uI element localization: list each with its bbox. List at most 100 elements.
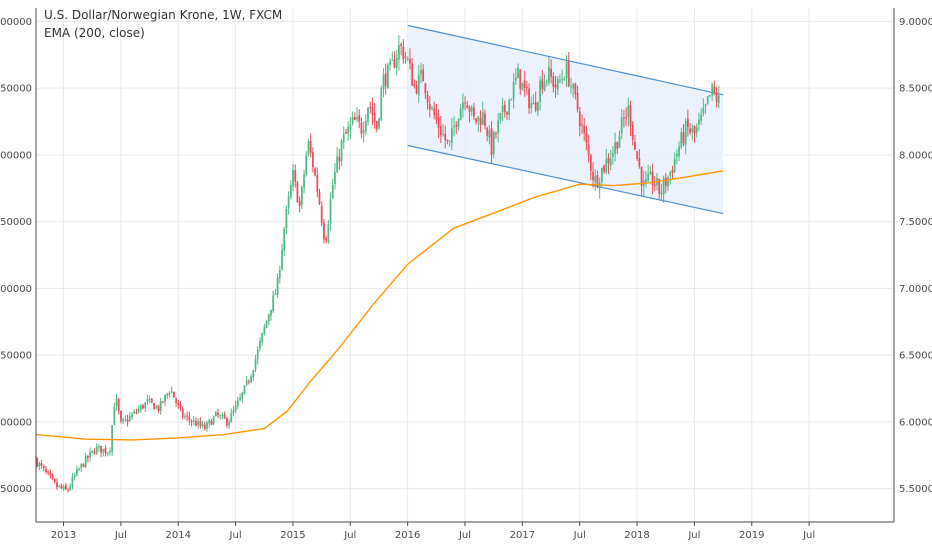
candle [201,420,204,429]
candle [574,82,577,100]
candle [236,397,239,410]
candle [360,117,363,139]
candle [541,69,544,94]
candle [336,146,339,174]
candle [409,48,411,70]
y-tick-label-left: 6.50000 [0,351,32,362]
candle [296,180,299,203]
candle [459,104,462,121]
candle [510,98,513,101]
candle [550,59,553,84]
candle [223,411,226,419]
candle [446,139,449,145]
candle [49,469,52,479]
candle [186,411,189,422]
candle [316,167,319,198]
candle [506,111,508,121]
candle [490,121,493,163]
candle [345,129,347,135]
candle [155,405,158,410]
candle [166,392,169,399]
candle [382,68,385,98]
candle [384,63,387,95]
candle [479,110,482,133]
candle [89,447,91,462]
candle [636,150,639,161]
candle [519,68,522,95]
candle [530,96,533,114]
candle [592,162,594,188]
candle [334,163,336,190]
candle [548,56,550,86]
channel-fill [407,25,724,214]
indicator-label: EMA (200, close) [44,26,145,40]
candle [461,93,464,118]
candle [195,417,197,427]
candle [137,405,140,414]
candle [468,105,471,123]
candle [109,447,111,456]
candle [362,121,365,143]
candle [120,410,122,424]
candle [309,133,312,158]
candle [265,320,268,329]
candle [102,448,105,457]
candle [682,124,685,147]
candle [620,109,623,140]
candle [320,201,323,227]
candle [501,97,504,121]
candle [386,62,389,89]
candle [698,112,700,131]
candle [192,415,195,426]
candle [60,483,63,490]
candle [272,290,275,314]
candle [715,86,718,108]
x-tick-label: Jul [573,530,586,541]
x-tick-label: Jul [458,530,471,541]
candle [161,400,164,404]
candle [492,130,495,159]
candle [47,470,50,476]
candle [581,114,583,134]
grid [36,8,894,522]
candle [307,138,310,157]
channel-lower-line[interactable] [407,144,724,215]
candle [239,393,241,402]
candle [678,141,680,162]
candle [210,418,213,426]
channel-upper-line[interactable] [407,24,724,96]
candle [433,101,436,120]
candle [389,58,391,71]
candle [442,124,444,137]
candle [576,85,579,113]
candle [623,109,625,128]
candle [364,114,367,136]
candle [245,375,248,386]
candle [179,400,182,412]
candle [71,472,74,490]
candle [157,404,160,414]
candle [556,76,559,96]
candle [426,90,429,110]
candle [680,127,683,150]
candle [318,188,321,205]
candle [177,400,180,409]
candle [95,443,98,455]
candle [539,76,541,111]
candle [508,98,511,121]
candle [684,118,687,155]
candle [263,323,266,336]
candle [36,456,39,468]
candle [675,149,678,165]
candle [554,75,557,98]
candle [545,79,548,87]
candle [589,153,592,181]
candle [660,183,663,201]
candle [653,176,656,192]
candle [252,369,255,381]
candle [512,73,515,109]
candle [484,109,486,130]
candle [552,72,555,93]
parallel-channel[interactable] [407,24,724,215]
